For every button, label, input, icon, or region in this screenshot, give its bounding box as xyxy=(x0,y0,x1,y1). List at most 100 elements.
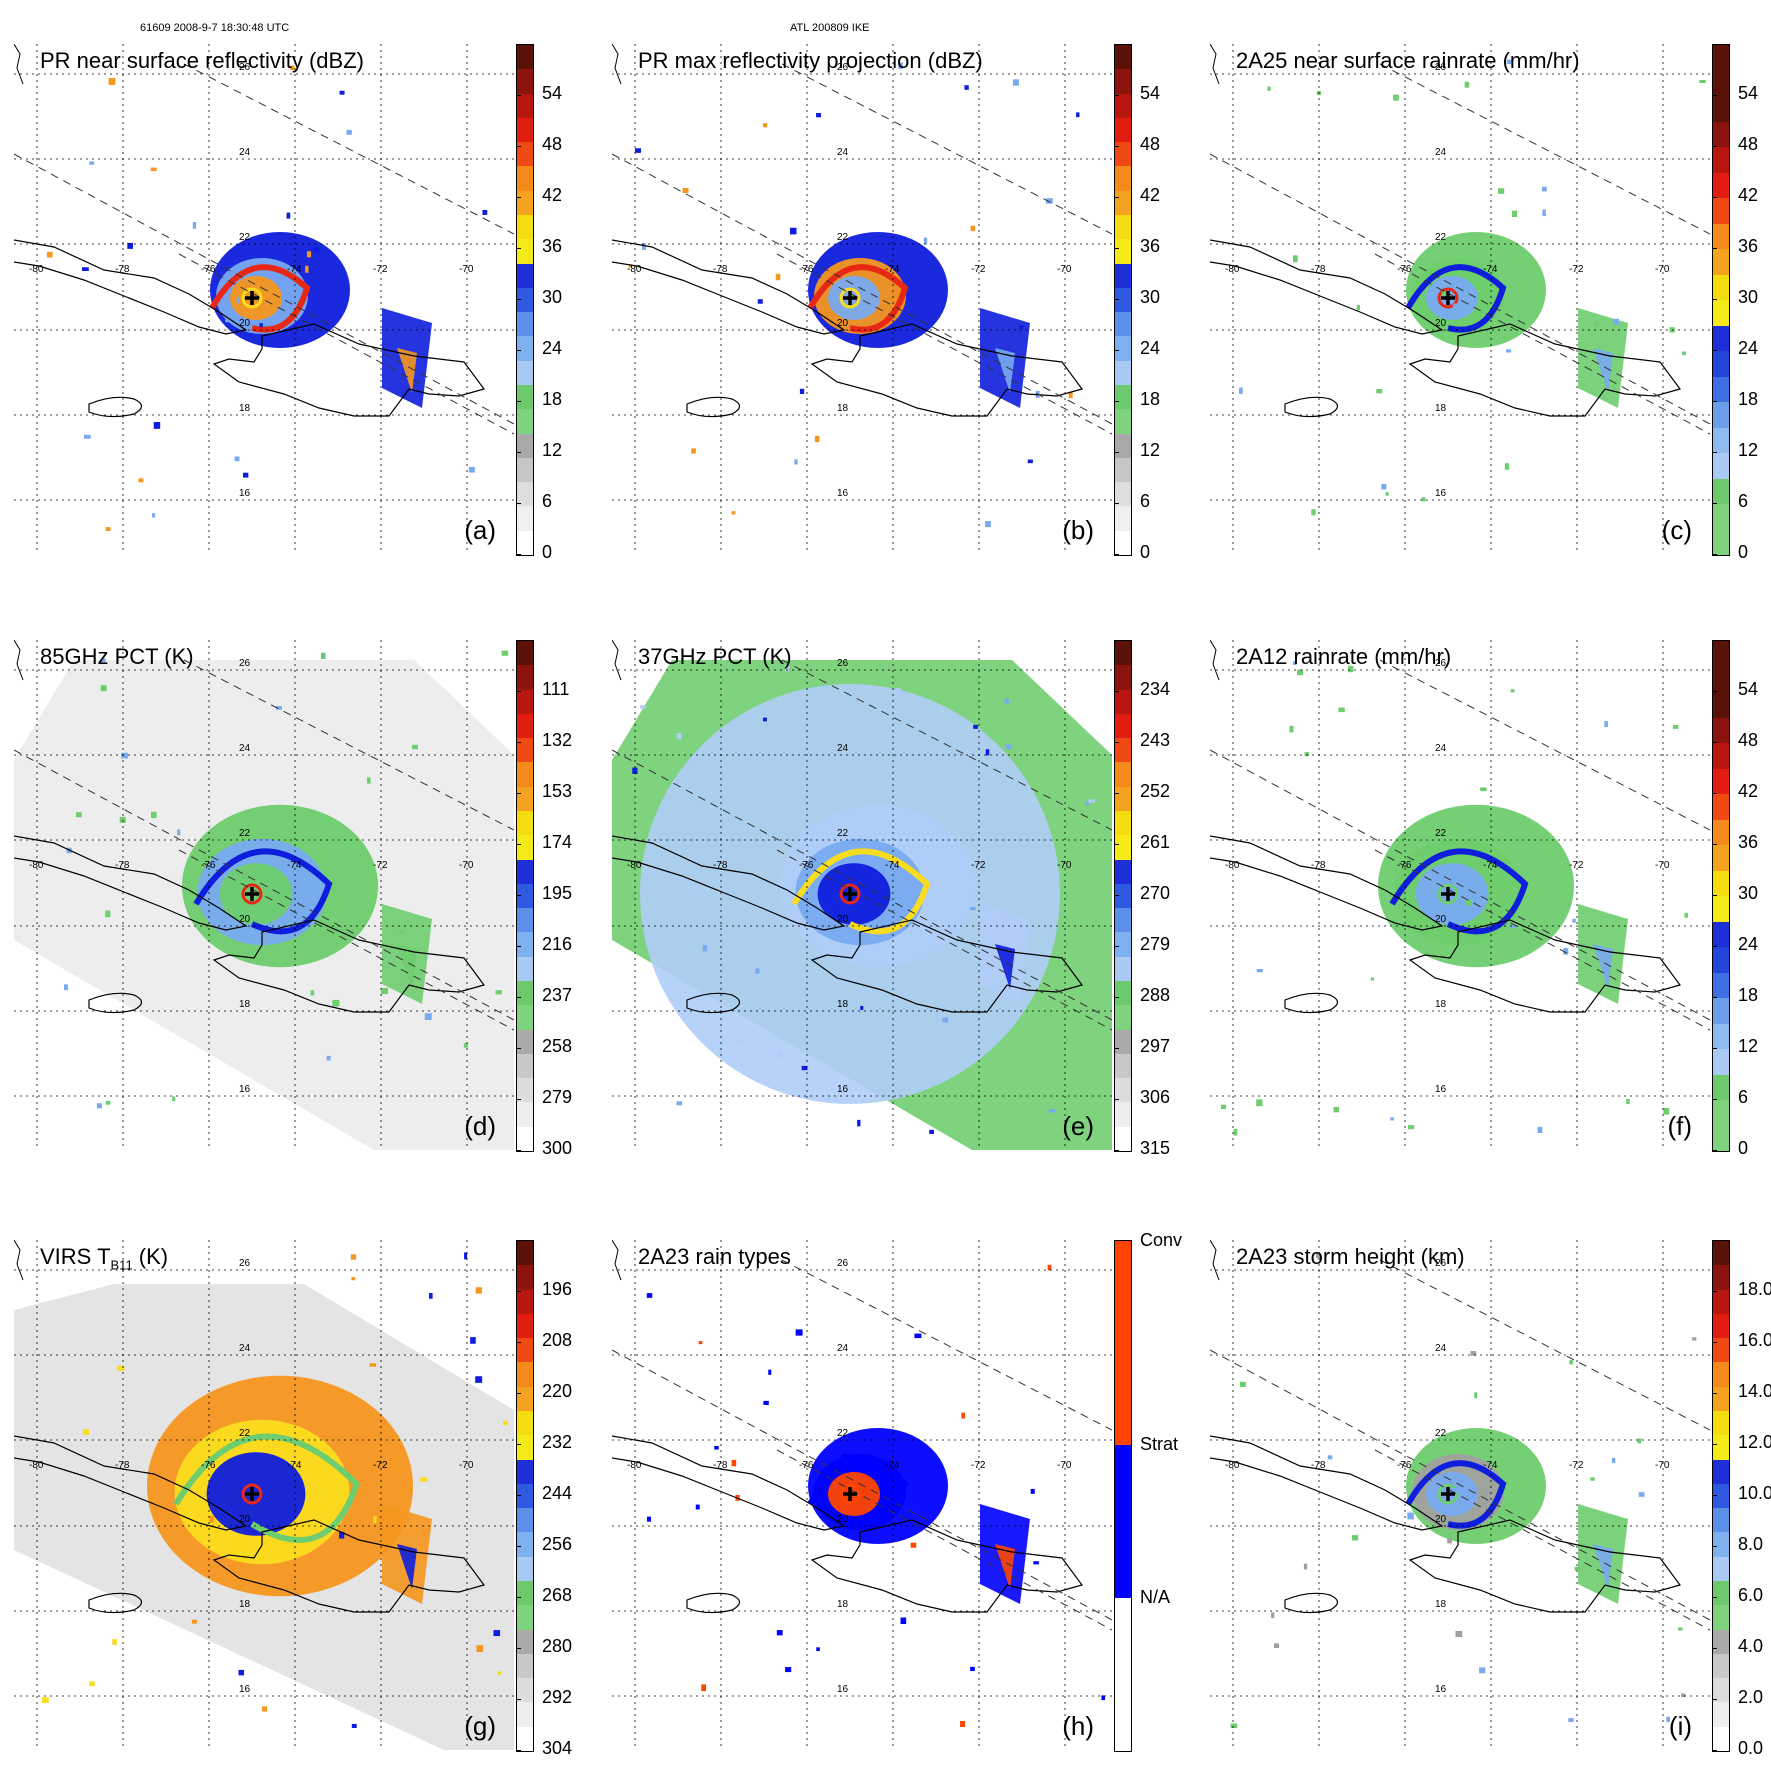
coastline-cuba xyxy=(14,239,248,335)
rain-speckle xyxy=(1239,1381,1246,1387)
storm-center-marker xyxy=(245,291,259,305)
coastline-jamaica xyxy=(88,992,143,1014)
colorbar xyxy=(1114,1240,1132,1752)
colorbar-tick xyxy=(517,299,521,300)
lat-label: 16 xyxy=(1435,488,1447,499)
colorbar-label: 24 xyxy=(1140,338,1161,358)
rain-speckle xyxy=(1304,752,1310,757)
colorbar-label: 0 xyxy=(1738,542,1749,562)
rain-speckle xyxy=(1239,387,1243,394)
lon-label: -70 xyxy=(459,264,474,275)
colorbar-segment xyxy=(517,481,533,507)
colorbar-segment xyxy=(1115,1101,1131,1127)
swath-edge-north xyxy=(781,659,1112,831)
colorbar-segment xyxy=(1713,172,1729,198)
rain-speckle xyxy=(117,1365,125,1371)
colorbar-segment xyxy=(1115,786,1131,811)
rain-speckle xyxy=(1297,669,1304,676)
coastline-hispaniola xyxy=(810,919,1084,1013)
lon-label: -72 xyxy=(373,860,388,871)
lat-label: 24 xyxy=(1435,147,1447,158)
panel-letter: (e) xyxy=(1062,1111,1094,1141)
rain-speckle xyxy=(794,459,798,465)
rain-speckle xyxy=(942,1017,949,1023)
map-svg: -80 -78 -76 -74 -72 -70 26 24 22 20 18 16 xyxy=(612,44,1112,554)
colorbar-label: Conv xyxy=(1140,1230,1183,1250)
colorbar-label: 12.0 xyxy=(1738,1432,1771,1452)
colorbar-tick xyxy=(1115,946,1119,947)
rain-speckle xyxy=(682,188,689,193)
colorbar-segment xyxy=(1713,1701,1729,1727)
colorbar-segment xyxy=(1115,1053,1131,1079)
colorbar-segment xyxy=(517,68,533,94)
lon-label: -76 xyxy=(201,860,216,871)
lon-label: -80 xyxy=(627,1460,642,1471)
colorbar-segment xyxy=(517,530,533,555)
rain-speckle xyxy=(84,434,91,439)
panel-b: -80 -78 -76 -74 -72 -70 26 24 22 20 18 16 PR max ref… xyxy=(612,44,1160,562)
rain-speckle xyxy=(339,1531,345,1539)
rain-speckle xyxy=(1316,1252,1321,1259)
colorbar-segment xyxy=(1713,1386,1729,1411)
rain-speckle xyxy=(259,323,263,328)
rain-speckle xyxy=(350,1254,357,1260)
lat-label: 18 xyxy=(239,1599,251,1610)
colorbar-segment xyxy=(517,93,533,118)
lat-label: 24 xyxy=(239,1343,251,1354)
colorbar-label: 42 xyxy=(1738,185,1759,205)
colorbar-segment xyxy=(517,457,533,483)
rain-speckle xyxy=(1594,321,1599,328)
lat-label: 20 xyxy=(239,318,251,329)
storm-center-marker xyxy=(1441,887,1455,901)
panel-title: 2A23 storm height (km) xyxy=(1236,1244,1465,1269)
rain-speckle xyxy=(1611,1457,1616,1464)
rain-speckle xyxy=(973,724,978,729)
colorbar-segment xyxy=(1713,1264,1729,1290)
colorbar-segment xyxy=(1713,376,1729,402)
rain-speckle xyxy=(1351,1535,1359,1541)
colorbar-segment xyxy=(1115,408,1131,434)
colorbar-label: 10.0 xyxy=(1738,1483,1771,1503)
lat-label: 16 xyxy=(239,488,251,499)
colorbar-tick xyxy=(1713,197,1717,198)
rain-speckle xyxy=(424,1013,432,1021)
swath-edge-north xyxy=(1379,1259,1710,1431)
colorbar-tick xyxy=(1115,1099,1119,1100)
rain-speckle xyxy=(805,927,813,934)
colorbar-segment xyxy=(517,263,533,288)
colorbar-tick xyxy=(1713,1699,1717,1700)
map-svg: -80 -78 -76 -74 -72 -70 26 24 22 20 18 16 xyxy=(1210,44,1710,554)
lon-label: -78 xyxy=(1311,1460,1326,1471)
rain-speckle xyxy=(690,887,698,893)
swath-edge-north xyxy=(781,1259,1112,1431)
colorbar-tick xyxy=(1713,1597,1717,1598)
rain-speckle xyxy=(475,1287,482,1294)
colorbar-tick xyxy=(1713,742,1717,743)
lon-label: -72 xyxy=(1569,1460,1584,1471)
rain-speckle xyxy=(1273,1643,1280,1648)
colorbar-segment xyxy=(1115,664,1131,690)
lon-label: -80 xyxy=(29,860,44,871)
coastline-cuba xyxy=(1210,1435,1444,1531)
colorbar-tick xyxy=(517,895,521,896)
rain-speckle xyxy=(412,744,418,750)
eyewall xyxy=(1437,1483,1459,1505)
storm-center-marker xyxy=(843,887,857,901)
lon-label: -72 xyxy=(971,860,986,871)
rain-speckle xyxy=(313,246,320,253)
rain-speckle xyxy=(1385,492,1389,496)
rain-speckle xyxy=(339,90,345,95)
map-svg: -80 -78 -76 -74 -72 -70 26 24 22 20 18 16 xyxy=(612,1240,1112,1750)
rain-speckle xyxy=(112,1639,117,1645)
colorbar-tick xyxy=(1115,401,1119,402)
lat-label: 24 xyxy=(837,1343,849,1354)
lat-label: 24 xyxy=(1435,743,1447,754)
rain-speckle xyxy=(96,1103,102,1109)
rain-speckle xyxy=(961,1412,965,1419)
map-plot: -80 -78 -76 -74 -72 -70 26 24 22 20 18 16 xyxy=(14,44,514,554)
lat-label: 24 xyxy=(239,147,251,158)
colorbar-segment xyxy=(1713,1023,1729,1049)
panel-e: -80 -78 -76 -74 -72 -70 26 24 22 20 18 16 37GHz PCT … xyxy=(612,640,1170,1158)
lon-label: -74 xyxy=(885,1460,900,1471)
rain-speckle xyxy=(1221,1104,1226,1110)
